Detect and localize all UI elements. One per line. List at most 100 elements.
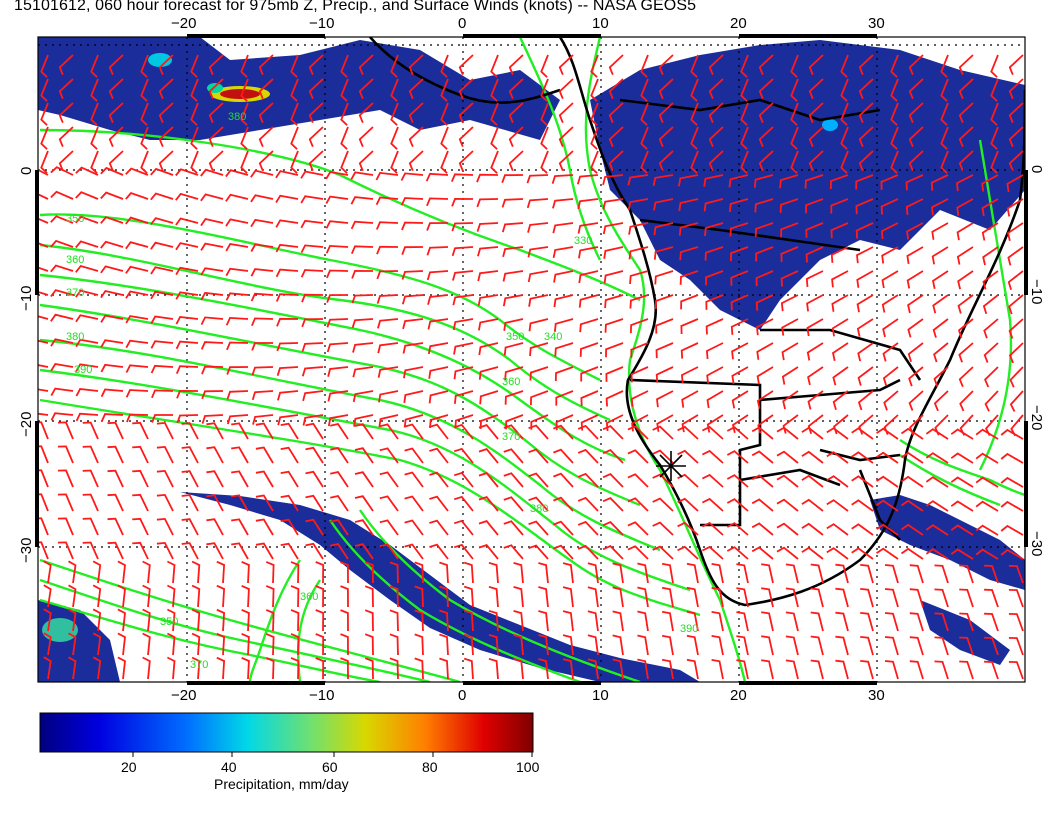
wind-barb-icon <box>730 246 749 262</box>
wind-barb-icon <box>375 221 399 230</box>
wind-barb-icon <box>835 611 849 632</box>
wind-barb-icon <box>851 475 874 488</box>
wind-barb-icon <box>107 517 124 536</box>
wind-barb-icon <box>528 520 549 536</box>
wind-barb-icon <box>540 150 549 174</box>
wind-barb-icon <box>781 342 799 361</box>
wind-barb-icon <box>602 449 624 464</box>
contour-label: 370 <box>502 431 520 443</box>
wind-barb-icon <box>226 414 249 425</box>
wind-barb-icon <box>658 150 674 172</box>
wind-barb-icon <box>404 495 424 512</box>
lon-tick-label: 0 <box>458 15 466 32</box>
wind-barb-icon <box>40 150 49 174</box>
wind-barb-icon <box>175 242 199 251</box>
wind-barb-icon <box>958 126 974 148</box>
wind-barb-icon <box>708 54 724 76</box>
wind-barb-icon <box>92 560 102 584</box>
wind-barb-icon <box>628 222 649 235</box>
wind-barb-icon <box>327 414 349 427</box>
contour-label: 370 <box>190 659 208 671</box>
top-lon-labels: −20 −10 0 10 20 30 <box>171 15 885 32</box>
wind-barb-icon <box>90 54 99 78</box>
wind-barb-icon <box>290 657 300 680</box>
wind-barb-icon <box>68 656 77 680</box>
wind-barb-icon <box>1009 366 1024 388</box>
wind-barb-icon <box>340 561 349 584</box>
wind-barb-icon <box>308 150 324 172</box>
wind-barb-icon <box>950 452 974 464</box>
wind-barb-icon <box>478 496 499 512</box>
wind-barb-icon <box>426 197 449 207</box>
wind-barb-icon <box>652 473 674 488</box>
wind-barb-icon <box>637 562 649 584</box>
wind-barb-icon <box>190 78 199 102</box>
wind-barb-icon <box>276 342 299 352</box>
wind-barb-icon <box>251 317 274 327</box>
wind-barb-icon <box>835 563 849 584</box>
wind-barb-icon <box>478 544 499 560</box>
wind-barb-icon <box>478 448 499 464</box>
wind-barb-icon <box>326 294 349 303</box>
wind-barb-icon <box>602 521 624 536</box>
wind-barb-icon <box>1006 174 1024 193</box>
colorbar-label: Precipitation, mm/day <box>214 776 349 792</box>
wind-barb-icon <box>404 471 424 488</box>
wind-barb-icon <box>125 167 149 176</box>
wind-barb-icon <box>907 342 924 362</box>
wind-barb-icon <box>975 452 999 464</box>
wind-barb-icon <box>851 427 874 440</box>
wind-barb-icon <box>826 475 849 488</box>
wind-barb-icon <box>851 523 874 536</box>
bottom-lon-labels: −20 −10 0 10 20 30 <box>171 687 885 704</box>
wind-barb-icon <box>255 494 274 512</box>
wind-barb-icon <box>906 246 924 265</box>
wind-barb-icon <box>68 560 77 584</box>
wind-barb-icon <box>377 342 399 354</box>
wind-barb-icon <box>200 267 224 276</box>
wind-barb-icon <box>726 498 749 512</box>
wind-barb-icon <box>975 548 999 560</box>
wind-barb-icon <box>156 517 174 536</box>
wind-barb-icon <box>502 294 524 307</box>
wind-barb-icon <box>225 193 249 202</box>
wind-barb-icon <box>376 245 399 255</box>
wind-barb-icon <box>75 240 99 249</box>
wind-barb-icon <box>330 518 349 536</box>
wind-barb-icon <box>513 562 524 584</box>
wind-barb-icon <box>478 472 499 488</box>
wind-barbs <box>38 54 1024 680</box>
wind-barb-icon <box>909 564 924 584</box>
wind-barb-icon <box>452 294 474 306</box>
wind-barb-icon <box>527 270 549 283</box>
wind-barb-icon <box>577 520 599 536</box>
wind-barb-icon <box>401 246 424 256</box>
wind-barb-icon <box>82 493 99 512</box>
wind-barb-icon <box>250 218 274 228</box>
wind-barb-icon <box>90 102 99 126</box>
wind-barb-icon <box>858 102 874 124</box>
wind-barb-icon <box>553 424 574 440</box>
wind-barb-icon <box>790 150 799 174</box>
wind-barb-icon <box>142 632 151 656</box>
wind-barb-icon <box>637 658 649 680</box>
wind-barb-icon <box>726 546 749 560</box>
wind-barb-icon <box>984 366 999 388</box>
wind-barb-icon <box>50 338 74 347</box>
wind-barb-icon <box>705 318 724 335</box>
contour-label: 360 <box>66 254 84 266</box>
wind-barb-icon <box>402 342 424 354</box>
wind-barb-icon <box>790 102 799 126</box>
wind-barb-icon <box>835 635 849 656</box>
wind-barb-icon <box>330 470 349 488</box>
wind-barb-icon <box>181 422 199 440</box>
wind-barb-icon <box>166 560 176 584</box>
wind-barb-icon <box>280 446 299 464</box>
wind-barb-icon <box>982 294 999 315</box>
wind-barb-icon <box>440 150 449 174</box>
wind-barb-icon <box>984 612 999 632</box>
wind-barb-icon <box>50 166 74 176</box>
wind-barb-icon <box>603 270 624 284</box>
wind-barb-icon <box>630 342 649 358</box>
